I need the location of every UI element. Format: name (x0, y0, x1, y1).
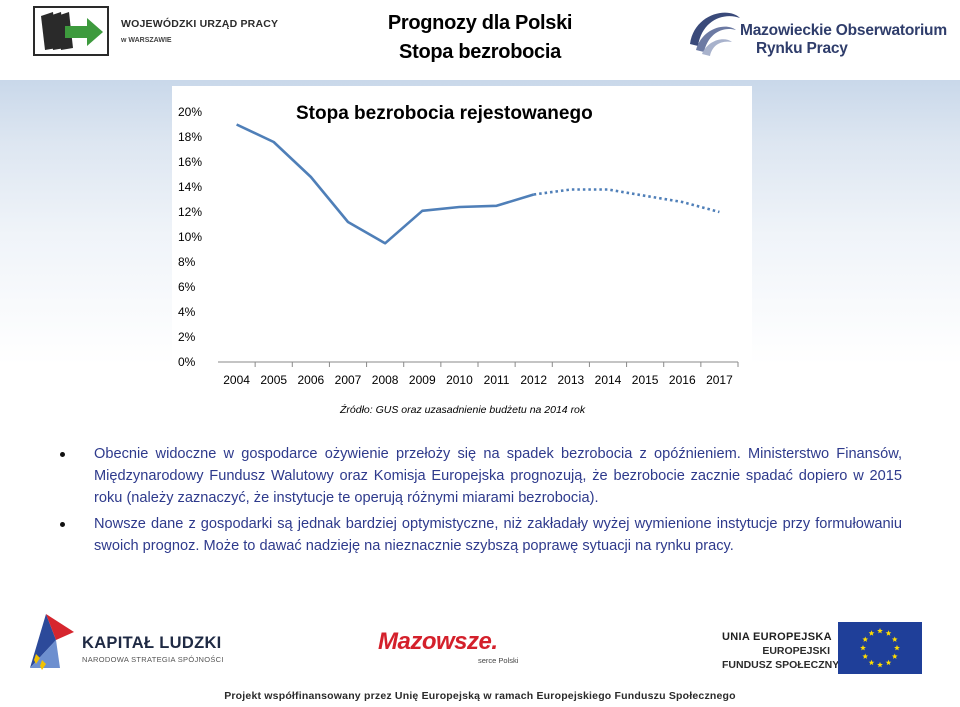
y-tick-label: 8% (178, 255, 196, 269)
eu-star-icon (862, 636, 869, 642)
mazowsze-tagline: serce Polski (478, 656, 519, 665)
kapital-ludzki-logo: KAPITAŁ LUDZKI NARODOWA STRATEGIA SPÓJNO… (26, 610, 256, 676)
mor-logo: Mazowieckie Obserwatorium Rynku Pracy (684, 4, 954, 66)
footer-note: Projekt współfinansowany przez Unię Euro… (224, 690, 736, 702)
x-tick-label: 2009 (409, 373, 436, 387)
unemployment-line-chart: Stopa bezrobocia rejestowanego 0% 2% 4% 6% 8… (178, 103, 739, 387)
wup-logo-name: WOJEWÓDZKI URZĄD PRACY (121, 18, 279, 30)
bullet-list: Obecnie widoczne w gospodarce ożywienie … (60, 443, 902, 561)
kapital-ludzki-subtitle: NARODOWA STRATEGIA SPÓJNOŚCI (82, 655, 224, 664)
eu-star-icon (860, 645, 866, 651)
y-tick-label: 10% (178, 230, 202, 244)
mazowsze-wordmark: Mazowsze. (378, 628, 498, 655)
y-tick-label: 12% (178, 205, 202, 219)
x-tick-label: 2017 (706, 373, 733, 387)
x-tick-label: 2014 (595, 373, 622, 387)
kapital-ludzki-title: KAPITAŁ LUDZKI (82, 634, 222, 652)
swoosh-logo-icon (690, 12, 740, 56)
eu-star-icon (891, 653, 898, 659)
bullet-text: Obecnie widoczne w gospodarce ożywienie … (94, 446, 902, 506)
eu-text: UNIA EUROPEJSKA EUROPEJSKI FUNDUSZ SPOŁE… (722, 630, 840, 672)
bullet-dot-icon (60, 522, 65, 527)
y-tick-label: 18% (178, 130, 202, 144)
x-tick-label: 2013 (558, 373, 585, 387)
chart-container: Stopa bezrobocia rejestowanego 0% 2% 4% 6% 8… (172, 86, 752, 398)
eu-line1: UNIA EUROPEJSKA (722, 631, 832, 643)
forecast-series-line (533, 188, 720, 214)
arrow-logo-icon (41, 12, 103, 50)
mor-logo-line2: Rynku Pracy (756, 40, 848, 57)
actual-series-line (236, 123, 535, 245)
x-tick-label: 2016 (669, 373, 696, 387)
header: WOJEWÓDZKI URZĄD PRACY w WARSZAWIE Progn… (0, 0, 960, 80)
x-tick-label: 2004 (223, 373, 250, 387)
x-tick-label: 2007 (335, 373, 362, 387)
eu-star-icon (885, 630, 892, 636)
y-tick-label: 6% (178, 280, 196, 294)
bullet-dot-icon (60, 452, 65, 457)
y-tick-label: 2% (178, 330, 196, 344)
eu-star-icon (868, 630, 875, 636)
eu-star-icon (877, 662, 883, 668)
mazowsze-logo: Mazowsze. serce Polski (378, 628, 538, 668)
x-tick-label: 2008 (372, 373, 399, 387)
wup-logo-city: w WARSZAWIE (121, 37, 172, 44)
y-tick-label: 0% (178, 355, 196, 369)
footer: KAPITAŁ LUDZKI NARODOWA STRATEGIA SPÓJNO… (0, 598, 960, 707)
bullet-item: Nowsze dane z gospodarki są jednak bardz… (60, 513, 902, 557)
eu-star-icon (885, 659, 892, 666)
mor-logo-line1: Mazowieckie Obserwatorium (740, 22, 947, 39)
chart-title: Stopa bezrobocia rejestowanego (296, 103, 593, 124)
eu-star-icon (894, 645, 900, 651)
y-tick-label: 4% (178, 305, 196, 319)
x-tick-label: 2010 (446, 373, 473, 387)
eu-star-icon (877, 628, 883, 634)
page-title-line1: Prognozy dla Polski (387, 12, 573, 34)
eu-line3: FUNDUSZ SPOŁECZNY (722, 659, 840, 671)
page-title: Prognozy dla Polski Stopa bezrobocia (330, 9, 630, 67)
x-tick-label: 2012 (520, 373, 547, 387)
eu-star-icon (862, 653, 869, 659)
eu-star-icon (868, 659, 875, 666)
x-tick-label: 2011 (484, 373, 510, 387)
y-tick-label: 20% (178, 105, 202, 119)
wup-logo: WOJEWÓDZKI URZĄD PRACY w WARSZAWIE (33, 6, 283, 60)
x-tick-label: 2005 (260, 373, 287, 387)
bullet-text: Nowsze dane z gospodarki są jednak bardz… (94, 516, 902, 554)
eu-line2: EUROPEJSKI (762, 645, 830, 657)
eu-stars-icon (860, 628, 900, 668)
bullet-item: Obecnie widoczne w gospodarce ożywienie … (60, 443, 902, 509)
eu-star-icon (891, 636, 898, 642)
page-title-line2: Stopa bezrobocia (399, 41, 561, 63)
x-tick-label: 2015 (632, 373, 659, 387)
eu-flag (838, 622, 922, 674)
y-tick-label: 14% (178, 180, 202, 194)
y-tick-label: 16% (178, 155, 202, 169)
source-note: Źródło: GUS oraz uzasadnienie budżetu na… (340, 404, 586, 416)
kapital-ludzki-emblem-icon (30, 614, 74, 670)
x-tick-label: 2006 (298, 373, 325, 387)
wup-logo-emblem (33, 6, 109, 56)
